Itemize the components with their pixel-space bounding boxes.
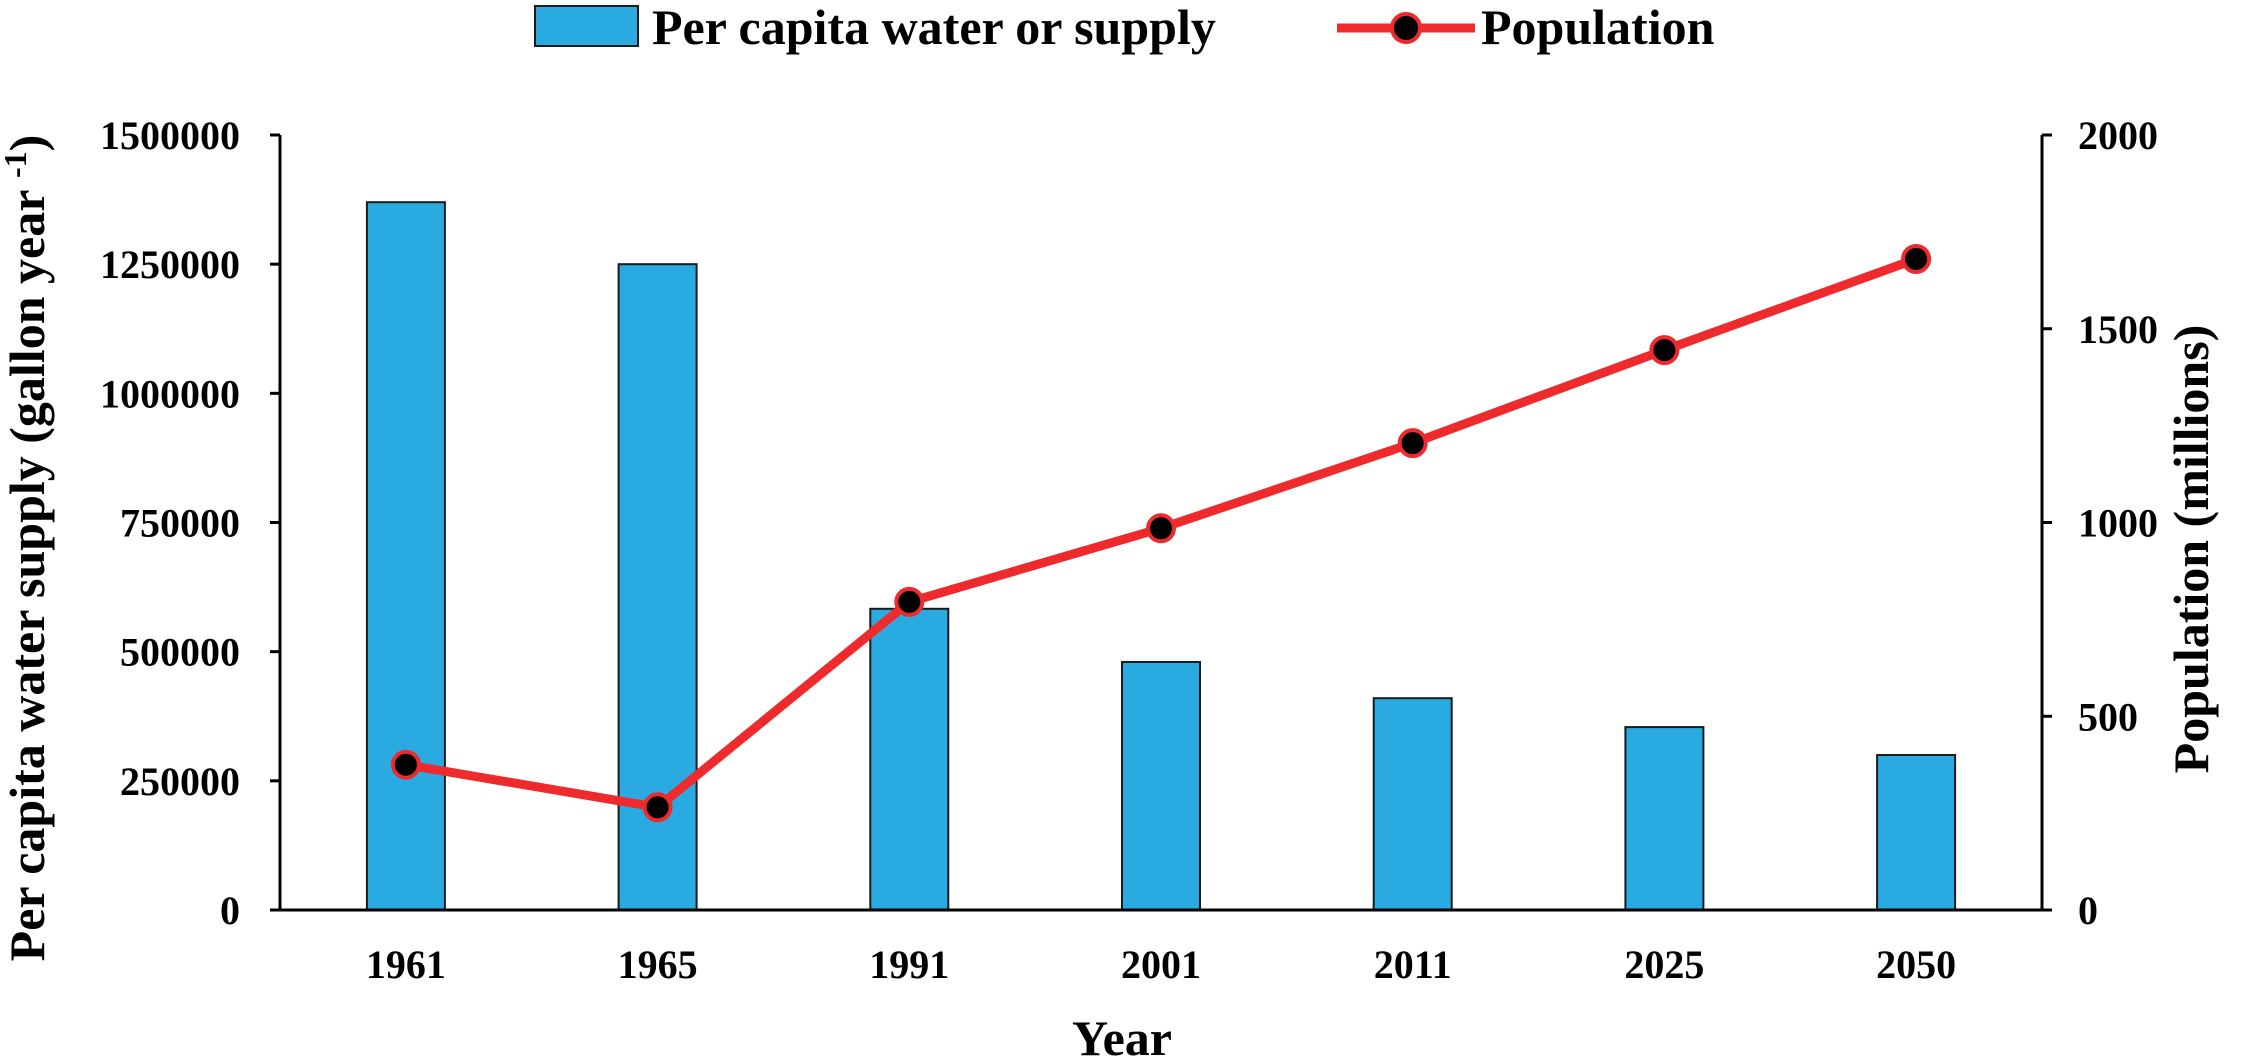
y-axis-right-ticks: 0 500 1000 1500 2000 bbox=[2042, 113, 2158, 933]
y-right-tick-label: 2000 bbox=[2078, 113, 2158, 158]
y-left-tick-label: 1000000 bbox=[100, 371, 240, 416]
y-axis-left-title: Per capita water supply (gallon year -1) bbox=[0, 135, 55, 962]
x-axis-ticks: 1961 1965 1991 2001 2011 2025 2050 bbox=[366, 942, 1956, 987]
y-right-tick-label: 500 bbox=[2078, 694, 2138, 739]
legend-bar-label: Per capita water or supply bbox=[652, 0, 1216, 55]
bar-2011 bbox=[1372, 697, 1453, 912]
y-left-tick-label: 250000 bbox=[120, 759, 240, 804]
y-right-tick-label: 0 bbox=[2078, 888, 2098, 933]
x-tick-label: 2001 bbox=[1121, 942, 1201, 987]
population-point-2025 bbox=[1649, 335, 1680, 366]
y-axis-right-title: Population (millions) bbox=[2163, 325, 2219, 774]
legend-bar-swatch bbox=[534, 5, 639, 47]
line-series bbox=[390, 244, 1932, 823]
legend: Per capita water or supply Population bbox=[534, 0, 1715, 55]
x-tick-label: 2050 bbox=[1876, 942, 1956, 987]
y-left-tick-label: 0 bbox=[220, 888, 240, 933]
population-point-2050 bbox=[1901, 244, 1932, 274]
y-right-tick-label: 1500 bbox=[2078, 307, 2158, 352]
x-tick-label: 1991 bbox=[869, 942, 949, 987]
x-tick-label: 2011 bbox=[1374, 942, 1452, 987]
y-left-tick-label: 1500000 bbox=[100, 113, 240, 158]
y-right-tick-label: 1000 bbox=[2078, 501, 2158, 546]
bar-series bbox=[365, 201, 1957, 912]
y-axis-left-ticks: 0 250000 500000 750000 1000000 1250000 1500000 bbox=[100, 113, 280, 933]
bar-1961 bbox=[365, 201, 446, 911]
y-left-tick-label: 500000 bbox=[120, 630, 240, 675]
population-point-1991 bbox=[894, 586, 925, 617]
legend-line-label: Population bbox=[1481, 0, 1715, 55]
bar-2025 bbox=[1624, 726, 1705, 911]
bar-1991 bbox=[869, 607, 950, 911]
legend-item-line: Population bbox=[1337, 0, 1715, 55]
legend-marker-swatch bbox=[1390, 12, 1422, 44]
x-tick-label: 1965 bbox=[618, 942, 698, 987]
x-tick-label: 2025 bbox=[1624, 942, 1704, 987]
y-left-tick-label: 1250000 bbox=[100, 242, 240, 287]
population-point-2011 bbox=[1397, 428, 1428, 459]
x-tick-label: 1961 bbox=[366, 942, 446, 987]
y-left-tick-label: 750000 bbox=[120, 501, 240, 546]
bar-2001 bbox=[1121, 661, 1201, 911]
population-point-1961 bbox=[390, 749, 421, 780]
legend-item-bars: Per capita water or supply bbox=[534, 0, 1216, 55]
bar-2050 bbox=[1876, 754, 1957, 911]
population-point-2001 bbox=[1146, 513, 1176, 544]
x-axis-title: Year bbox=[1072, 1010, 1172, 1061]
population-point-1965 bbox=[642, 792, 673, 823]
